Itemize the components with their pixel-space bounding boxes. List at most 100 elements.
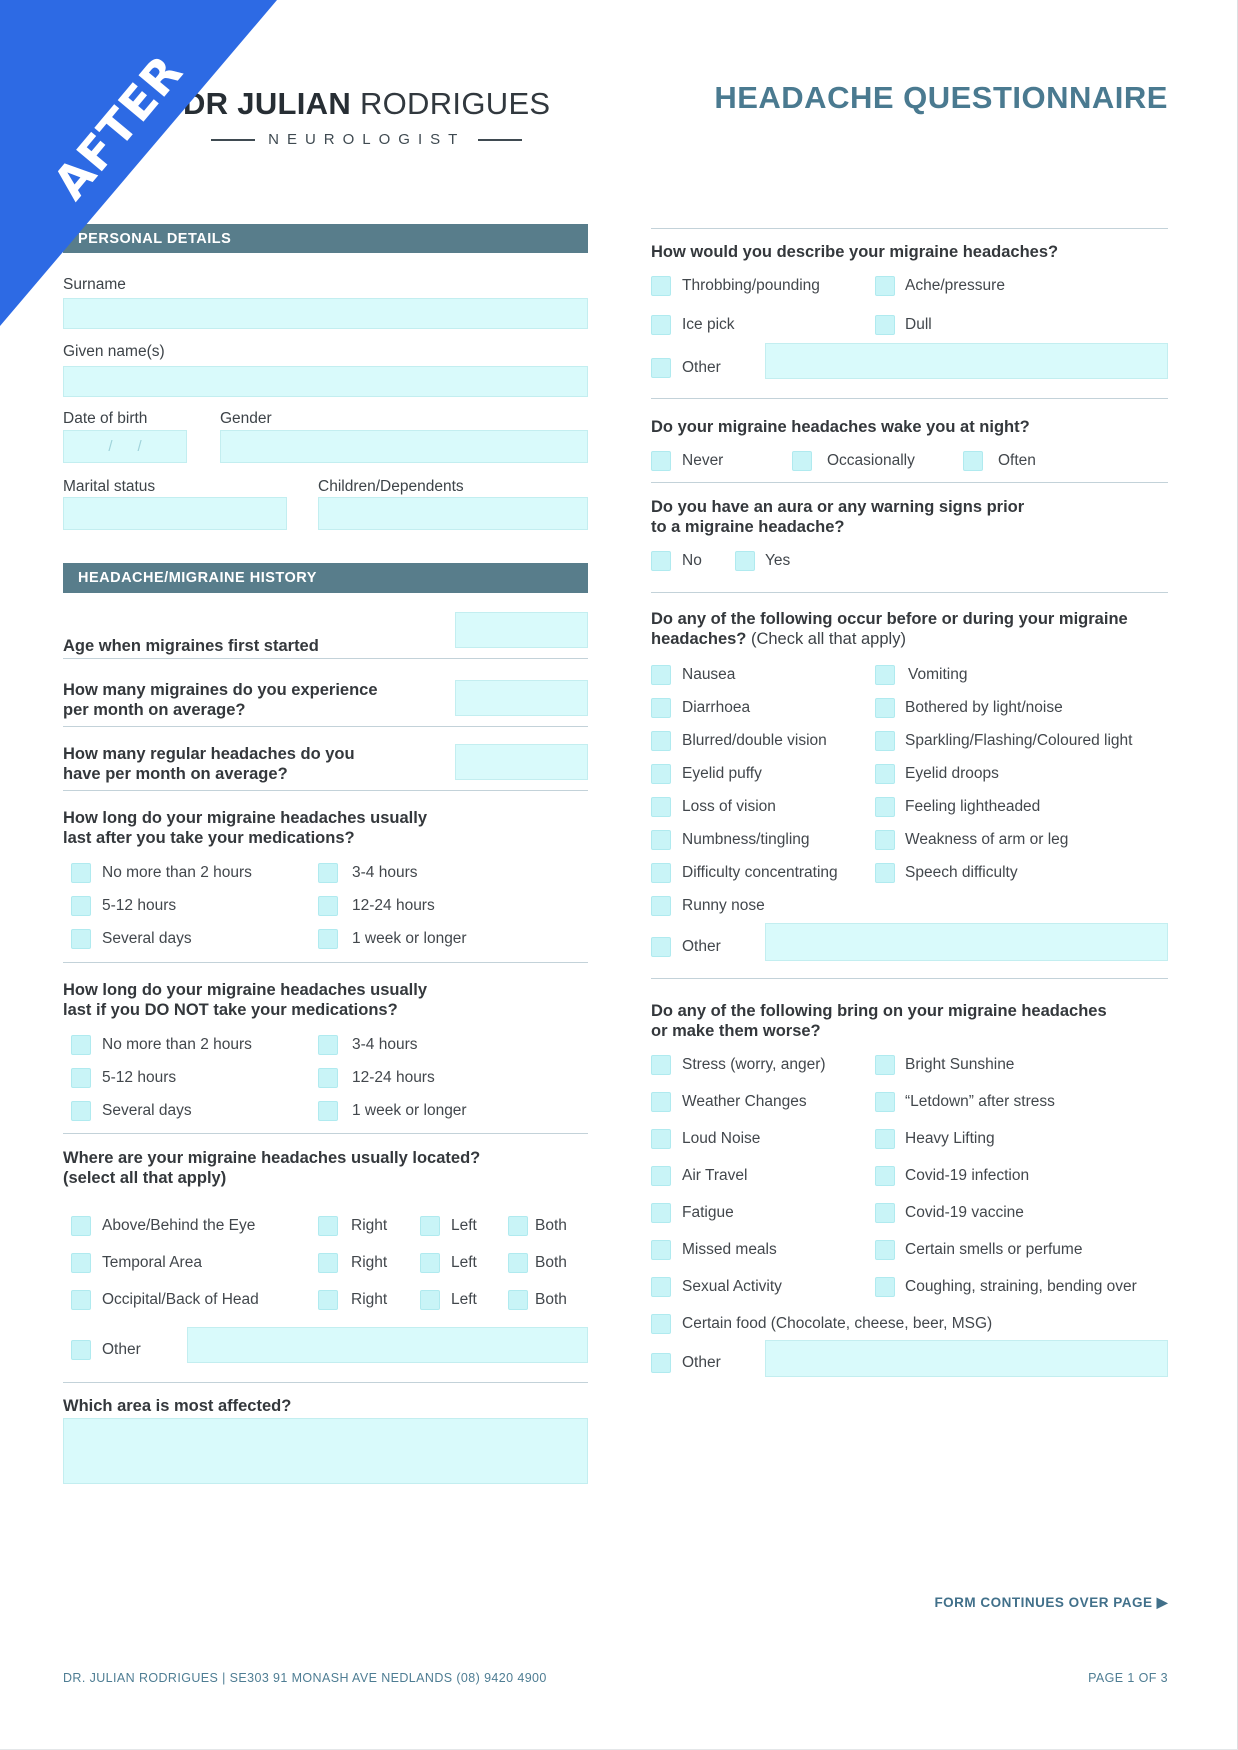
12-24-hours-checkbox[interactable] [318,896,338,916]
clinic-name: DR JULIAN RODRIGUES NEUROLOGIST [183,86,550,148]
ache-pressure-checkbox[interactable] [875,276,895,296]
above-behind-the-eye-checkbox[interactable] [71,1216,91,1236]
speech-difficulty-label: Speech difficulty [905,864,1018,881]
age-started-input[interactable] [455,612,588,648]
weather-changes-checkbox[interactable] [651,1092,671,1112]
heavy-lifting-checkbox[interactable] [875,1129,895,1149]
other-checkbox[interactable] [71,1340,91,1360]
throbbing-pounding-checkbox[interactable] [651,276,671,296]
5-12-hours-checkbox[interactable] [71,1068,91,1088]
marital-status-label: Marital status [63,478,156,495]
occipital-back-of-head-checkbox[interactable] [71,1290,91,1310]
vomiting-label: Vomiting [908,666,968,683]
left-checkbox[interactable] [420,1290,440,1310]
3-4-hours-checkbox[interactable] [318,1035,338,1055]
children-dependents-label: Children/Dependents [318,478,464,495]
left-checkbox[interactable] [420,1216,440,1236]
occasionally-checkbox[interactable] [792,451,812,471]
other-checkbox[interactable] [651,1353,671,1373]
footer-contact: DR. JULIAN RODRIGUES | SE303 91 MONASH A… [63,1671,547,1685]
dob-input[interactable]: / / [63,430,187,463]
ice-pick-checkbox[interactable] [651,315,671,335]
several-days-checkbox[interactable] [71,1101,91,1121]
right-checkbox[interactable] [318,1290,338,1310]
several-days-checkbox[interactable] [71,929,91,949]
both-checkbox[interactable] [508,1253,528,1273]
letdown-after-stress-checkbox[interactable] [875,1092,895,1112]
marital-status-input[interactable] [63,497,287,530]
fatigue-checkbox[interactable] [651,1203,671,1223]
several-days-label: Several days [102,1102,192,1119]
certain-food-chocolate-cheese-beer-msg-checkbox[interactable] [651,1314,671,1334]
dull-checkbox[interactable] [875,315,895,335]
right-checkbox[interactable] [318,1216,338,1236]
diarrhoea-label: Diarrhoea [682,699,751,716]
temporal-area-label: Temporal Area [102,1254,202,1271]
covid-19-infection-checkbox[interactable] [875,1166,895,1186]
no-checkbox[interactable] [651,551,671,571]
1-week-or-longer-checkbox[interactable] [318,1101,338,1121]
form-continues-note: FORM CONTINUES OVER PAGE ▶ [934,1594,1168,1611]
coughing-straining-bending-over-checkbox[interactable] [875,1277,895,1297]
covid-19-vaccine-checkbox[interactable] [875,1203,895,1223]
diarrhoea-checkbox[interactable] [651,698,671,718]
yes-checkbox[interactable] [735,551,755,571]
gender-input[interactable] [220,430,588,463]
other-input[interactable] [765,1340,1168,1377]
no-more-than-2-hours-checkbox[interactable] [71,1035,91,1055]
area-most-affected-input[interactable] [63,1418,588,1484]
stress-worry-anger-checkbox[interactable] [651,1055,671,1075]
no-more-than-2-hours-checkbox[interactable] [71,863,91,883]
certain-smells-or-perfume-checkbox[interactable] [875,1240,895,1260]
personal-details-header-label: PERSONAL DETAILS [78,230,232,247]
area-most-affected-question: Which area is most affected? [63,1397,292,1415]
both-checkbox[interactable] [508,1216,528,1236]
surname-input[interactable] [63,298,588,329]
speech-difficulty-checkbox[interactable] [875,863,895,883]
sparkling-flashing-coloured-light-checkbox[interactable] [875,731,895,751]
eyelid-droops-checkbox[interactable] [875,764,895,784]
weakness-of-arm-or-leg-checkbox[interactable] [875,830,895,850]
other-input[interactable] [187,1327,588,1363]
3-4-hours-checkbox[interactable] [318,863,338,883]
loss-of-vision-checkbox[interactable] [651,797,671,817]
right-checkbox[interactable] [318,1253,338,1273]
given-names-input[interactable] [63,366,588,397]
other-input[interactable] [765,923,1168,961]
vomiting-checkbox[interactable] [875,665,895,685]
regular-headaches-input[interactable] [455,744,588,780]
loud-noise-checkbox[interactable] [651,1129,671,1149]
surname-label: Surname [63,276,126,293]
divider [651,228,1168,229]
other-checkbox[interactable] [651,937,671,957]
often-checkbox[interactable] [963,451,983,471]
children-dependents-input[interactable] [318,497,588,530]
nausea-checkbox[interactable] [651,665,671,685]
eyelid-puffy-checkbox[interactable] [651,764,671,784]
1-week-or-longer-checkbox[interactable] [318,929,338,949]
aura-options: No Yes [651,551,1168,571]
bright-sunshine-checkbox[interactable] [875,1055,895,1075]
other-checkbox[interactable] [651,358,671,378]
12-24-hours-checkbox[interactable] [318,1068,338,1088]
checkbox-row: No more than 2 hours 3-4 hours [63,1035,588,1068]
migraines-per-month-input[interactable] [455,680,588,716]
difficulty-concentrating-checkbox[interactable] [651,863,671,883]
both-checkbox[interactable] [508,1290,528,1310]
checkbox-row: Several days 1 week or longer [63,929,588,962]
subtitle-line-left [211,138,256,141]
other-input[interactable] [765,343,1168,379]
5-12-hours-checkbox[interactable] [71,896,91,916]
left-checkbox[interactable] [420,1253,440,1273]
sexual-activity-checkbox[interactable] [651,1277,671,1297]
temporal-area-checkbox[interactable] [71,1253,91,1273]
blurred-double-vision-checkbox[interactable] [651,731,671,751]
runny-nose-checkbox[interactable] [651,896,671,916]
divider [651,592,1168,593]
numbness-tingling-checkbox[interactable] [651,830,671,850]
bothered-by-light-noise-checkbox[interactable] [875,698,895,718]
feeling-lightheaded-checkbox[interactable] [875,797,895,817]
air-travel-checkbox[interactable] [651,1166,671,1186]
never-checkbox[interactable] [651,451,671,471]
missed-meals-checkbox[interactable] [651,1240,671,1260]
